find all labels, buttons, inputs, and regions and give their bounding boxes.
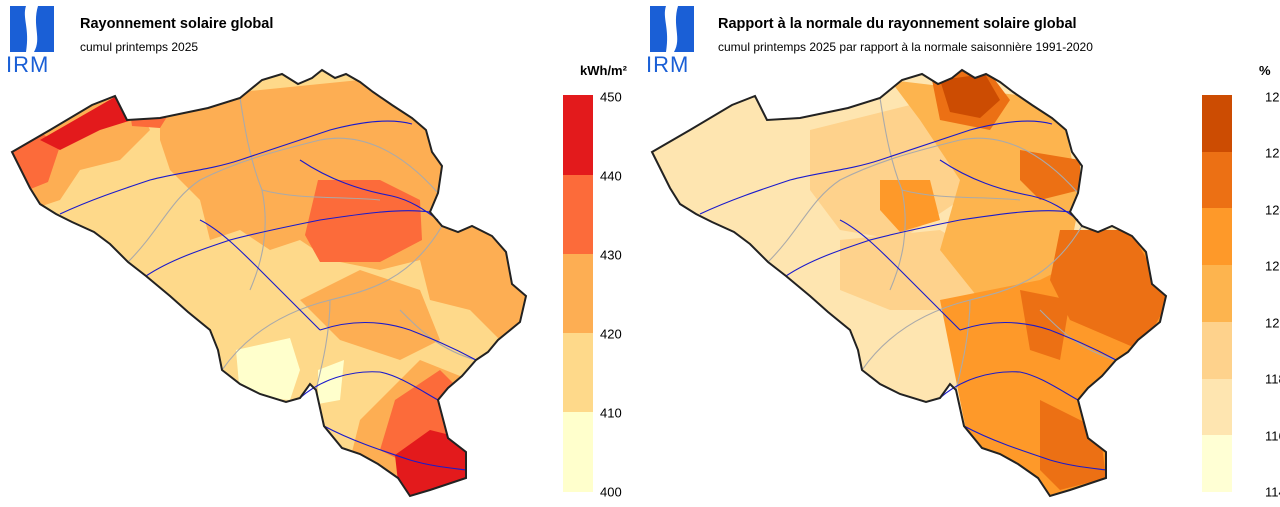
radiation-zones — [12, 70, 526, 496]
irm-logo-icon — [10, 6, 54, 52]
legend-tick: 118 — [1265, 371, 1280, 387]
legend-tick: 116 — [1265, 428, 1280, 444]
legend-tick: 400 — [600, 484, 622, 500]
legend-tick: 440 — [600, 168, 622, 184]
map-subtitle: cumul printemps 2025 par rapport à la no… — [718, 40, 1093, 54]
legend-swatch — [563, 412, 593, 492]
legend-swatch — [1202, 265, 1232, 322]
map-subtitle: cumul printemps 2025 — [80, 40, 199, 54]
irm-logo-text: IRM — [6, 52, 50, 77]
legend-unit: % — [1259, 63, 1271, 78]
legend-tick: 120 — [1265, 315, 1280, 331]
rivers — [59, 120, 477, 471]
legend-swatch — [1202, 379, 1232, 435]
legend-tick: 126 — [1265, 145, 1280, 161]
irm-logo: IRM — [6, 4, 58, 77]
rivers — [699, 120, 1117, 471]
belgium-ratio-map — [650, 68, 1168, 498]
legend-swatch — [563, 254, 593, 333]
legend-swatch — [1202, 95, 1232, 152]
belgium-radiation-map — [10, 68, 528, 498]
legend-swatch — [1202, 435, 1232, 492]
country-border — [650, 68, 1168, 498]
irm-logo-text: IRM — [646, 52, 690, 77]
left-map-panel: IRM Rayonnement solaire global cumul pri… — [6, 4, 627, 500]
country-border — [10, 68, 528, 498]
legend-tick: 128 — [1265, 89, 1280, 105]
irm-logo: IRM — [646, 4, 698, 77]
legend-tick: 124 — [1265, 202, 1280, 218]
legend-bar — [1202, 95, 1232, 492]
map-title: Rayonnement solaire global — [80, 16, 274, 32]
legend-swatch — [563, 333, 593, 412]
legend-tick: 122 — [1265, 258, 1280, 274]
legend-swatch — [1202, 208, 1232, 265]
legend-swatch — [563, 175, 593, 254]
legend-tick: 114 — [1265, 484, 1280, 500]
right-map-panel: IRM Rapport à la normale du rayonnement … — [640, 0, 1280, 507]
legend-swatch — [563, 95, 593, 175]
map-title: Rapport à la normale du rayonnement sola… — [718, 16, 1077, 32]
ratio-zones — [652, 70, 1166, 496]
legend-unit: kWh/m² — [580, 63, 627, 78]
legend-swatch — [1202, 322, 1232, 379]
irm-logo-icon — [650, 6, 694, 52]
legend-tick: 430 — [600, 247, 622, 263]
legend-tick: 420 — [600, 326, 622, 342]
legend-tick: 410 — [600, 405, 622, 421]
province-boundaries — [767, 97, 1117, 391]
legend-bar — [563, 95, 593, 492]
legend-tick: 450 — [600, 89, 622, 105]
legend-swatch — [1202, 152, 1232, 208]
